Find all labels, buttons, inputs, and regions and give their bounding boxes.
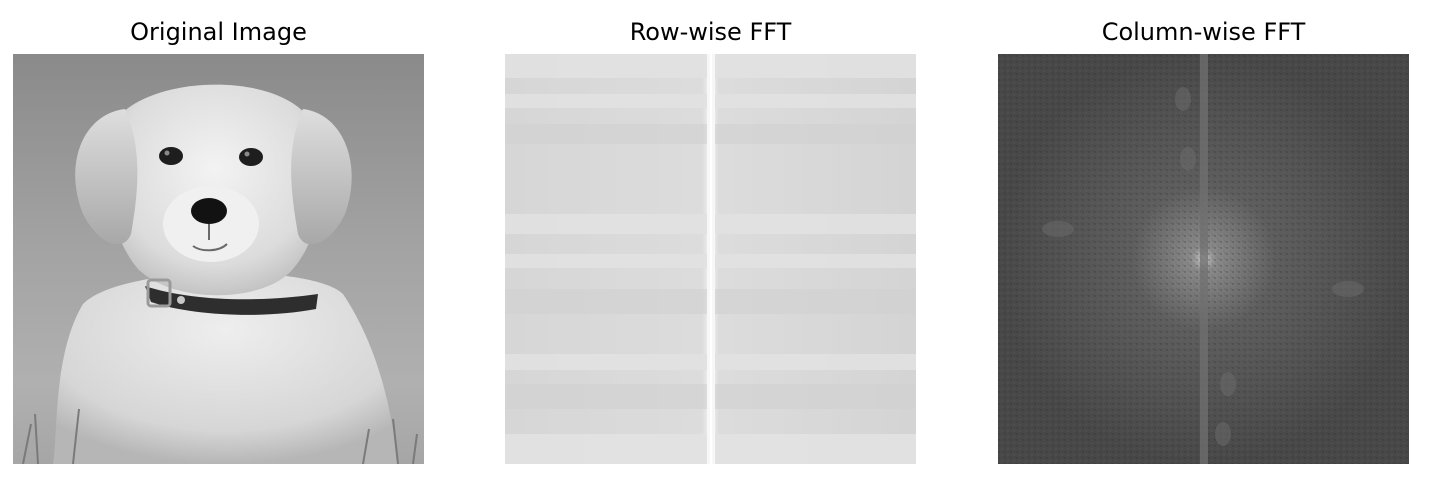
panel-title: Original Image xyxy=(130,18,307,46)
puppy-photo xyxy=(13,54,424,464)
panel-title: Row-wise FFT xyxy=(629,18,792,46)
panel-row-wise-fft: Row-wise FFT xyxy=(505,0,916,492)
panel-original-image: Original Image xyxy=(13,0,424,492)
panel-title: Column-wise FFT xyxy=(1101,18,1306,46)
panel-column-wise-fft: Column-wise FFT xyxy=(998,0,1409,492)
row-fft-spectrum xyxy=(505,54,916,464)
column-fft-spectrum xyxy=(998,54,1409,464)
